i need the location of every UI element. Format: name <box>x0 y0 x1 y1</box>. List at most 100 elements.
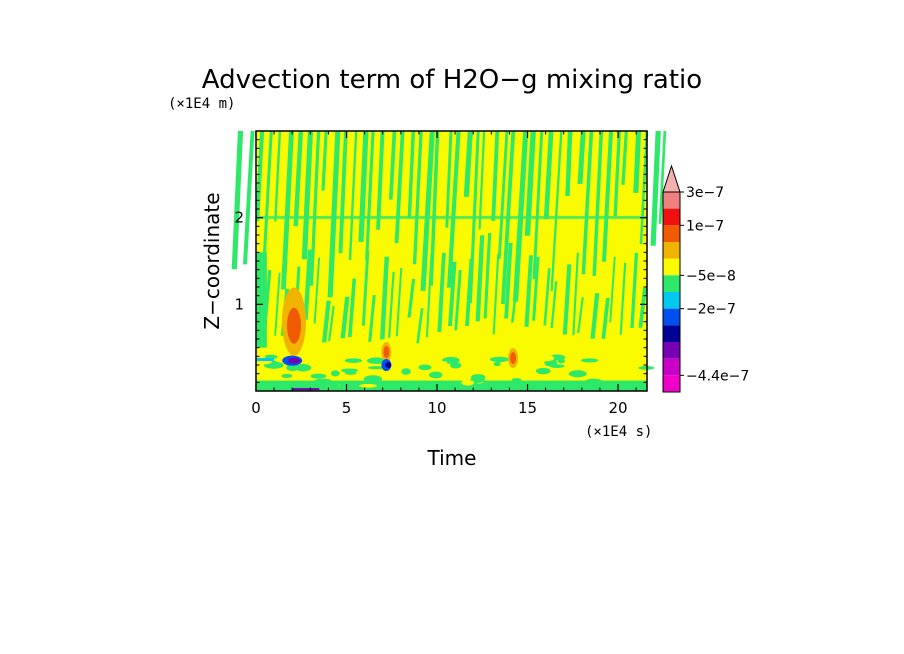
contour-speckle <box>461 379 474 386</box>
contour-speckle <box>584 378 603 385</box>
contour-streak <box>376 131 385 230</box>
y-tick-label: 2 <box>234 209 244 227</box>
contour-streak <box>231 131 244 270</box>
feature-positive-inner <box>383 346 390 358</box>
contour-streak <box>581 131 594 275</box>
contour-streak <box>638 287 647 328</box>
contour-streak <box>497 131 509 259</box>
x-tick-label: 5 <box>342 399 352 417</box>
contour-speckle <box>302 381 309 389</box>
contour-speckle <box>367 366 385 370</box>
contour-streak <box>292 388 320 391</box>
contour-streak <box>463 131 473 197</box>
contour-speckle <box>367 357 386 365</box>
contour-streak <box>322 300 331 343</box>
contour-streak <box>447 131 461 288</box>
colorbar-label: 1e−7 <box>686 218 724 234</box>
contour-streak <box>650 131 661 246</box>
contour-streak <box>602 131 613 262</box>
contour-streak <box>577 131 586 184</box>
contour-speckle <box>377 370 387 374</box>
contour-speckle <box>602 361 622 366</box>
colorbar-frame <box>662 191 681 393</box>
contour-speckle <box>428 371 443 379</box>
contour-streak <box>303 249 313 320</box>
contour-speckle <box>344 358 363 363</box>
x-tick-label: 20 <box>608 399 627 417</box>
contour-speckle <box>325 382 340 390</box>
x-axis: 0 5 10 15 20 <box>251 131 637 417</box>
contour-streak <box>394 131 405 244</box>
contour-streak <box>361 250 370 326</box>
colorbar-swatch <box>663 208 680 226</box>
contour-streak <box>243 131 255 265</box>
contour-streak <box>577 297 584 333</box>
colorbar-swatch <box>663 192 680 209</box>
x-tick-label: 0 <box>251 399 261 417</box>
contour-streak <box>621 131 628 185</box>
colorbar-extend-arrow <box>662 164 681 193</box>
feature-positive-inner <box>287 307 302 344</box>
contour-speckle <box>574 363 592 367</box>
contour-streak <box>416 308 424 344</box>
contour-speckle <box>493 361 501 367</box>
colorbar-label: −5e−8 <box>686 268 736 284</box>
contour-streak <box>491 131 500 221</box>
contour-streak <box>340 296 350 339</box>
contour-speckle <box>281 373 293 378</box>
contour-streak <box>348 131 358 260</box>
y-tick-label: 1 <box>234 295 244 313</box>
contour-streak <box>327 131 341 298</box>
colorbar-swatch <box>663 342 680 359</box>
contour-streak <box>550 281 558 328</box>
contour-streak <box>562 264 572 335</box>
contour-speckle <box>416 375 427 379</box>
colorbar-swatch <box>663 292 680 309</box>
contour-speckle <box>489 356 510 363</box>
contour-speckle <box>314 378 332 384</box>
contour-streak <box>388 271 395 338</box>
colorbar-swatch <box>663 225 680 242</box>
contour-streak <box>524 131 536 236</box>
colorbar-swatch <box>663 275 680 292</box>
contour-speckle <box>310 373 327 379</box>
contour-speckle <box>294 364 312 372</box>
x-tick-label: 10 <box>427 399 446 417</box>
contour-streak <box>368 295 376 342</box>
contour-speckle <box>500 369 509 378</box>
heatmap-field <box>231 131 667 391</box>
contour-streak <box>395 268 403 337</box>
contour-streak <box>448 261 457 327</box>
contour-streak <box>420 131 435 291</box>
x-unit-label: (×1E4 s) <box>585 424 652 440</box>
contour-streak <box>380 256 389 340</box>
feature-negative-inner <box>385 362 392 368</box>
contour-streak <box>262 131 273 259</box>
feature-negative-inner <box>288 357 301 364</box>
colorbar-swatch <box>663 375 680 392</box>
contour-streak <box>565 131 573 196</box>
contour-streak <box>465 258 474 326</box>
contour-streak <box>358 131 369 242</box>
contour-streak <box>301 131 313 260</box>
contour-streak <box>475 235 485 322</box>
contour-streak <box>492 253 500 335</box>
y-axis: 12 <box>234 139 647 383</box>
contour-streak <box>504 242 513 319</box>
contour-region <box>256 252 267 348</box>
contour-streak <box>274 272 281 336</box>
contour-streak <box>532 131 544 279</box>
contour-streak <box>524 255 533 327</box>
contour-speckle <box>602 382 618 388</box>
contour-speckle <box>557 384 578 389</box>
colorbar-label: −2e−7 <box>686 302 736 318</box>
x-tick-label: 15 <box>518 399 537 417</box>
contour-speckle <box>461 359 474 364</box>
contour-streak <box>407 131 415 219</box>
contour-streak <box>321 131 328 191</box>
contour-streak <box>483 233 492 319</box>
contour-speckle <box>634 369 648 377</box>
contour-speckle <box>359 384 377 388</box>
contour-speckle <box>511 378 522 382</box>
contour-speckle <box>401 368 411 375</box>
